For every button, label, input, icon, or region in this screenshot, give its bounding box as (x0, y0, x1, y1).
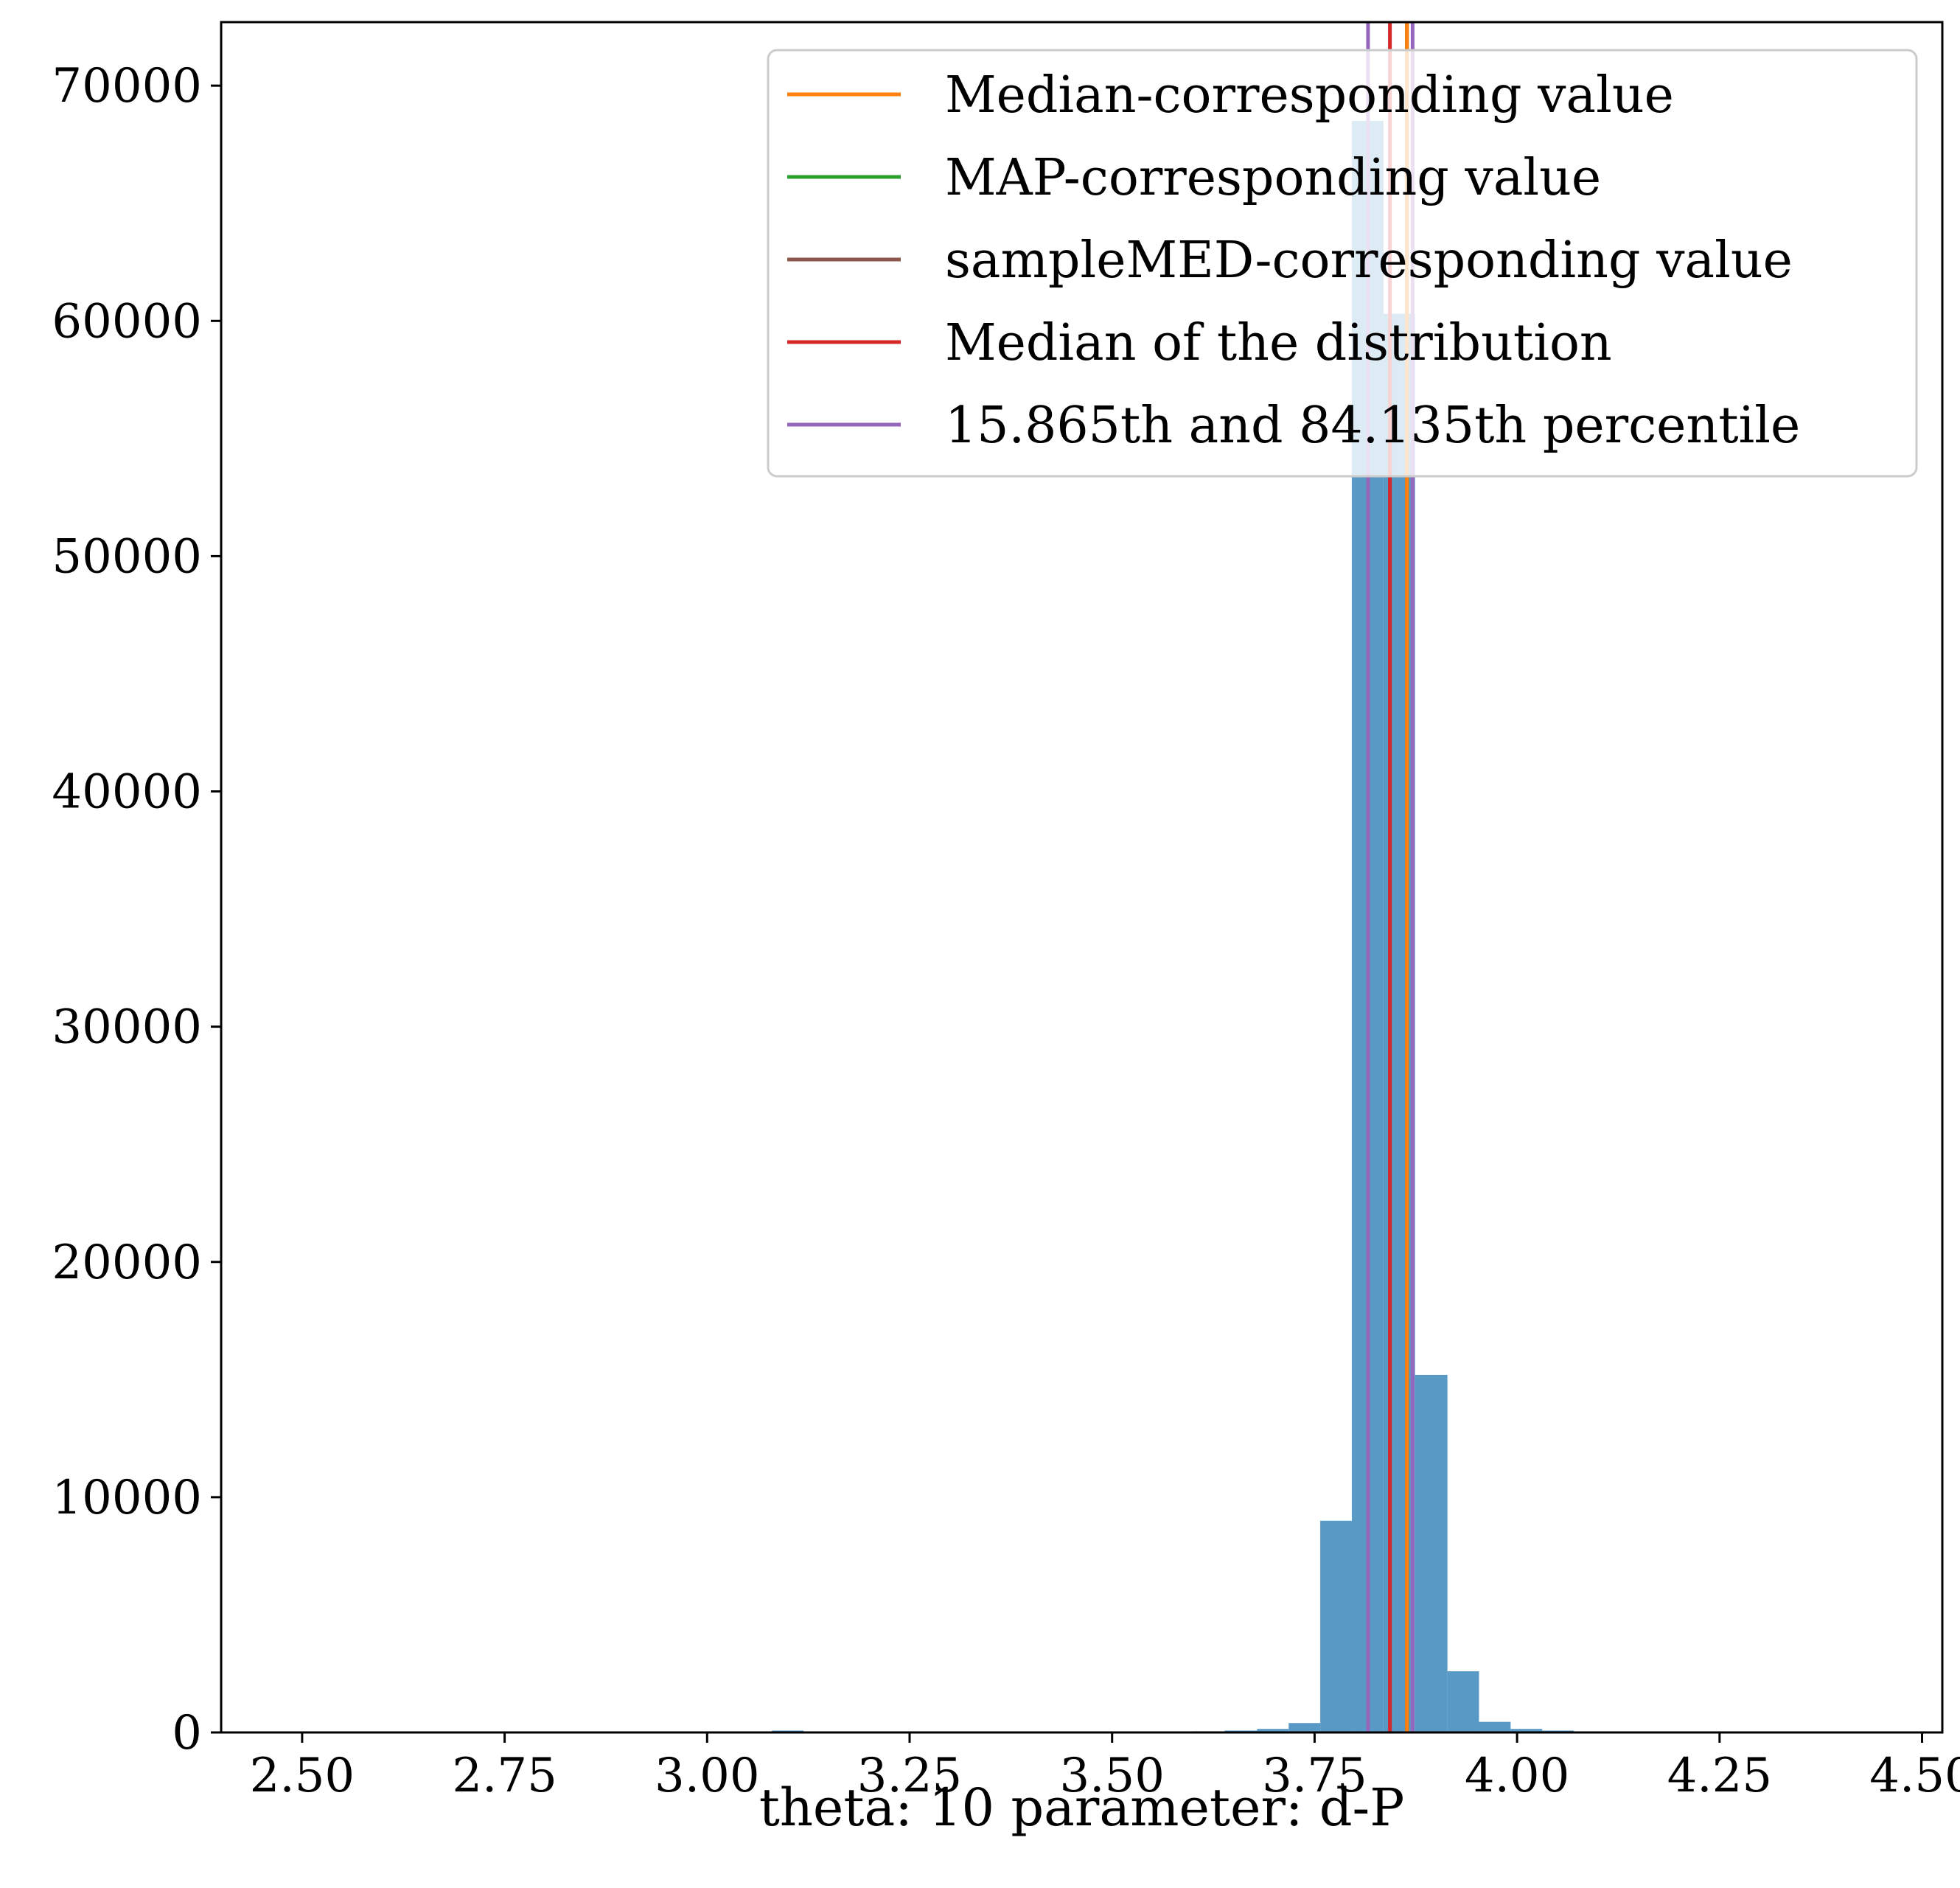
histogram-bar (1447, 1671, 1479, 1732)
histogram-bar (1288, 1723, 1321, 1732)
x-tick-label: 3.25 (857, 1749, 963, 1803)
plot-frame (220, 21, 1944, 1734)
legend-label: Median-corresponding value (945, 66, 1674, 125)
y-tick-label: 60000 (52, 294, 202, 349)
y-tick-label: 40000 (52, 765, 202, 820)
x-tick-label: 3.00 (655, 1749, 760, 1803)
x-tick-label: 4.00 (1465, 1749, 1570, 1803)
histogram-bar (1415, 1374, 1448, 1732)
y-tick-label: 10000 (52, 1471, 202, 1525)
histogram-bar (1257, 1729, 1289, 1732)
x-tick-label: 4.50 (1869, 1749, 1960, 1803)
legend-label: MAP-corresponding value (945, 149, 1601, 207)
histogram-bar (1320, 1520, 1352, 1732)
y-tick-label: 0 (172, 1706, 202, 1760)
x-tick-label: 2.75 (452, 1749, 557, 1803)
x-tick-label: 4.25 (1667, 1749, 1773, 1803)
legend-box (767, 49, 1918, 478)
x-axis-ticks: 2.50 2.75 3.00 3.25 3.50 3.75 4.00 4.25 4.50 (250, 1732, 1960, 1803)
y-tick-label: 20000 (52, 1236, 202, 1290)
legend-label: 15.865th and 84.135th percentile (945, 397, 1800, 455)
y-tick-label: 50000 (52, 529, 202, 584)
legend-label: Median of the distribution (945, 314, 1612, 372)
histogram-bar (1510, 1729, 1543, 1732)
y-tick-label: 70000 (52, 59, 202, 114)
x-tick-label: 3.75 (1262, 1749, 1367, 1803)
x-tick-label: 2.50 (250, 1749, 355, 1803)
x-tick-label: 3.50 (1059, 1749, 1165, 1803)
x-axis-label: theta: 10 parameter: d-P (759, 1777, 1405, 1838)
histogram-bar (1479, 1721, 1511, 1732)
y-axis-ticks: 0 10000 20000 30000 40000 50000 60000 70000 (52, 59, 221, 1760)
y-tick-label: 30000 (52, 1000, 202, 1055)
legend-label: sampleMED-corresponding value (945, 231, 1793, 290)
legend: Median-corresponding value MAP-correspond… (767, 49, 1918, 478)
